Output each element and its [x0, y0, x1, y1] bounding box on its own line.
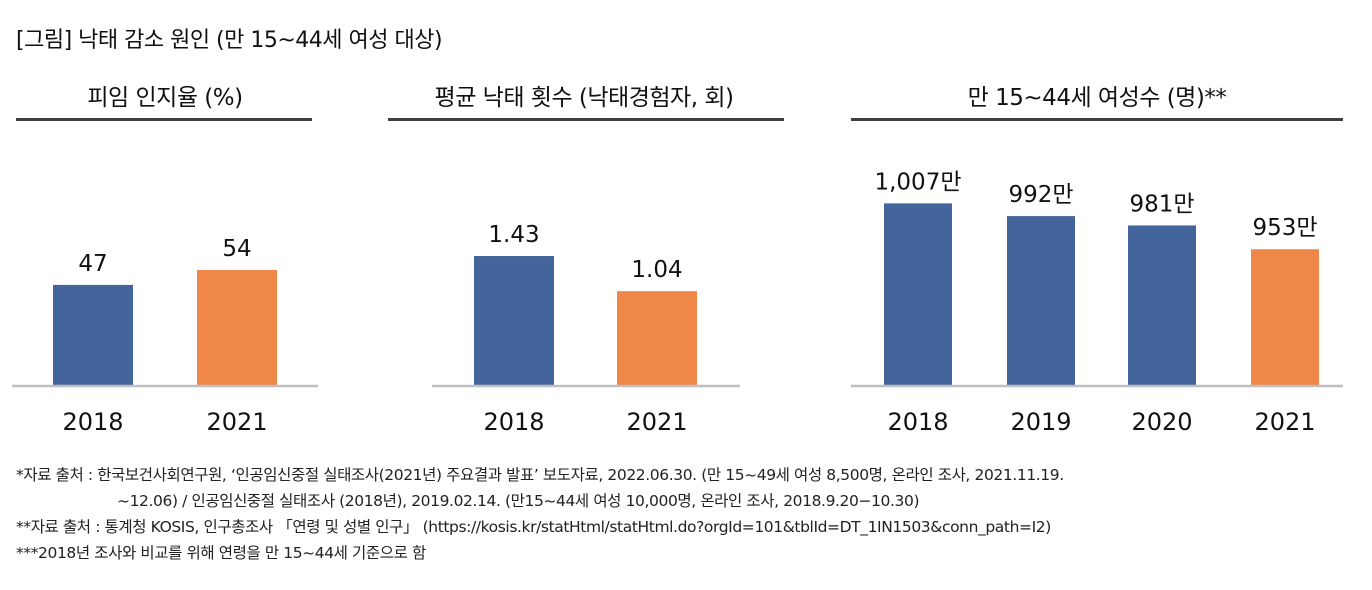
x-tick-label-2020: 2020	[1131, 408, 1192, 436]
bar-2021	[197, 270, 277, 385]
chart-1-title: 피임 인지율 (%)	[87, 85, 243, 111]
data-label-2021: 1.04	[631, 257, 682, 283]
figure-title: [그림] 낙태 감소 원인 (만 15~44세 여성 대상)	[16, 28, 443, 53]
bar-2020	[1128, 225, 1196, 385]
data-label-2018: 47	[78, 251, 107, 277]
data-label-2021: 953만	[1252, 215, 1317, 241]
bar-2019	[1007, 216, 1075, 385]
chart-3-title-rule	[851, 118, 1343, 121]
chart-2: 1.43 2018 1.04 2021	[432, 222, 740, 436]
footnote-1: *자료 출처 : 한국보건사회연구원, ‘인공임신중절 실태조사(2021년) …	[16, 466, 1064, 484]
x-tick-label-2018: 2018	[483, 408, 544, 436]
bar-2018	[474, 256, 554, 385]
data-label-2021: 54	[222, 236, 251, 262]
x-tick-label-2018: 2018	[887, 408, 948, 436]
bar-2021	[617, 291, 697, 385]
data-label-2020: 981만	[1129, 191, 1194, 217]
data-label-2018: 1.43	[488, 222, 539, 248]
footnotes: *자료 출처 : 한국보건사회연구원, ‘인공임신중절 실태조사(2021년) …	[16, 462, 1064, 566]
chart-1-title-rule	[16, 118, 312, 121]
bar-2018	[884, 203, 952, 385]
x-tick-label-2021: 2021	[626, 408, 687, 436]
chart-1: 47 2018 54 2021	[12, 236, 318, 436]
footnote-2: **자료 출처 : 통계청 KOSIS, 인구총조사 「연령 및 성별 인구」 …	[16, 518, 1051, 536]
x-tick-label-2018: 2018	[62, 408, 123, 436]
chart-3: 1,007만 2018 992만 2019 981만 2020 953만 2021	[851, 169, 1343, 436]
data-label-2019: 992만	[1008, 182, 1073, 208]
bar-2018	[53, 284, 133, 385]
bar-2021	[1251, 249, 1319, 385]
data-label-2018: 1,007만	[874, 169, 961, 195]
footnote-1-continued: ~12.06) / 인공임신중절 실태조사 (2018년), 2019.02.1…	[117, 492, 920, 510]
chart-2-title-rule	[388, 118, 784, 121]
chart-3-title: 만 15~44세 여성수 (명)**	[967, 85, 1227, 111]
chart-2-title: 평균 낙태 횟수 (낙태경험자, 회)	[434, 85, 734, 111]
charts-canvas: 47 2018 54 2021 1.43 2018 1.04 2021 1,007만 2018 99…	[12, 169, 1343, 436]
x-tick-label-2021: 2021	[1254, 408, 1315, 436]
footnote-3: ***2018년 조사와 비교를 위해 연령을 만 15~44세 기준으로 함	[16, 544, 426, 562]
x-tick-label-2019: 2019	[1010, 408, 1071, 436]
x-tick-label-2021: 2021	[206, 408, 267, 436]
